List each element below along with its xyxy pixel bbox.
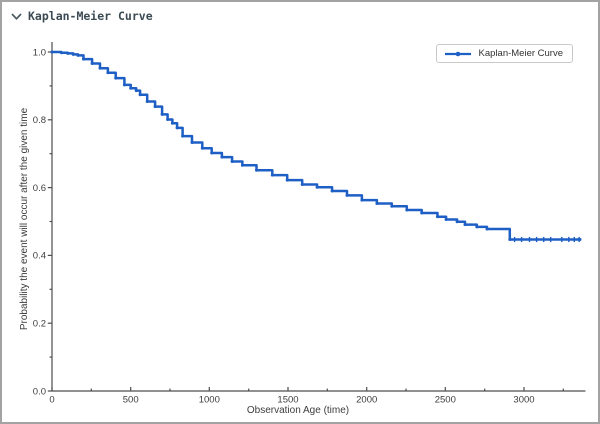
km-curve-marker xyxy=(444,218,448,221)
km-curve-marker xyxy=(181,134,185,138)
km-curve-marker xyxy=(455,220,459,224)
x-tick-label: 500 xyxy=(123,395,139,406)
y-tick-label: 0.4 xyxy=(33,251,46,262)
km-curve-marker xyxy=(240,163,244,167)
km-curve-marker xyxy=(114,76,118,80)
km-curve-marker xyxy=(285,178,289,182)
y-tick-label: 0.8 xyxy=(33,115,46,126)
km-curve-marker xyxy=(230,160,234,163)
km-curve-marker xyxy=(71,52,75,56)
x-tick-label: 2000 xyxy=(356,395,377,406)
x-tick-label: 1500 xyxy=(277,395,298,406)
x-tick-label: 0 xyxy=(49,395,54,406)
km-curve-marker xyxy=(66,51,70,55)
km-curve-marker xyxy=(420,211,424,215)
chart-legend[interactable]: Kaplan-Meier Curve xyxy=(435,44,573,63)
legend-entry-label: Kaplan-Meier Curve xyxy=(478,48,563,59)
x-axis-title: Observation Age (time) xyxy=(247,405,349,416)
axes: 0.0 0.2 0.4 0.6 0.8 1.0 0 500 1000 1500 2000 2500 30… xyxy=(33,42,586,406)
km-curve-marker xyxy=(405,208,409,212)
km-curve-marker xyxy=(300,183,304,186)
km-curve-marker xyxy=(255,168,258,172)
km-curve-marker xyxy=(129,86,133,90)
y-tick-label: 0.2 xyxy=(33,319,46,330)
km-curve-marker xyxy=(436,215,439,219)
km-curve-marker xyxy=(138,93,142,97)
x-tick-label: 3000 xyxy=(513,395,534,406)
km-curve-marker xyxy=(122,83,126,87)
km-curve-marker xyxy=(145,100,149,103)
km-curve-marker xyxy=(170,121,174,125)
km-curve-marker xyxy=(330,189,334,193)
km-curve-marker xyxy=(59,51,63,55)
km-curve-marker xyxy=(345,193,349,197)
legend-line-marker-icon xyxy=(444,51,471,56)
km-curve-series xyxy=(50,50,582,243)
chevron-down-icon[interactable] xyxy=(11,12,22,21)
km-curve-marker xyxy=(175,126,179,130)
y-tick-label: 0.6 xyxy=(33,183,46,194)
x-tick-label: 2500 xyxy=(435,395,456,406)
km-curve-marker xyxy=(375,202,379,205)
km-curve-marker xyxy=(270,173,274,177)
km-curve-marker xyxy=(210,151,214,155)
km-curve-marker xyxy=(390,204,394,208)
axis-spines xyxy=(51,42,586,392)
km-curve-marker xyxy=(160,112,164,116)
km-curve-marker xyxy=(463,223,467,227)
km-curve-marker xyxy=(98,66,102,70)
km-curve-marker xyxy=(50,50,54,54)
km-curve-line xyxy=(50,50,582,241)
km-curve-marker xyxy=(153,105,157,109)
km-curve-marker xyxy=(315,185,319,189)
km-curve-marker xyxy=(76,53,80,57)
km-curve-marker xyxy=(508,238,512,241)
km-curve-marker xyxy=(82,57,85,61)
y-tick-label: 0.0 xyxy=(33,386,46,397)
km-curve-marker xyxy=(90,62,94,65)
km-curve-marker xyxy=(485,227,489,231)
km-curve-marker xyxy=(220,155,224,159)
km-curve-marker xyxy=(475,225,479,229)
km-curve-marker xyxy=(134,89,138,93)
km-curve-marker xyxy=(106,71,110,75)
x-tick-label: 1000 xyxy=(199,395,220,406)
km-curve-marker xyxy=(166,118,170,121)
panel-title: Kaplan-Meier Curve xyxy=(28,9,153,23)
km-curve-marker xyxy=(360,198,364,202)
km-curve-marker xyxy=(200,146,204,150)
km-curve-marker xyxy=(190,141,194,144)
panel-collapse-header[interactable]: Kaplan-Meier Curve xyxy=(11,9,153,23)
y-axis-title: Probability the event will occur after t… xyxy=(19,107,30,330)
y-tick-label: 1.0 xyxy=(33,47,46,58)
